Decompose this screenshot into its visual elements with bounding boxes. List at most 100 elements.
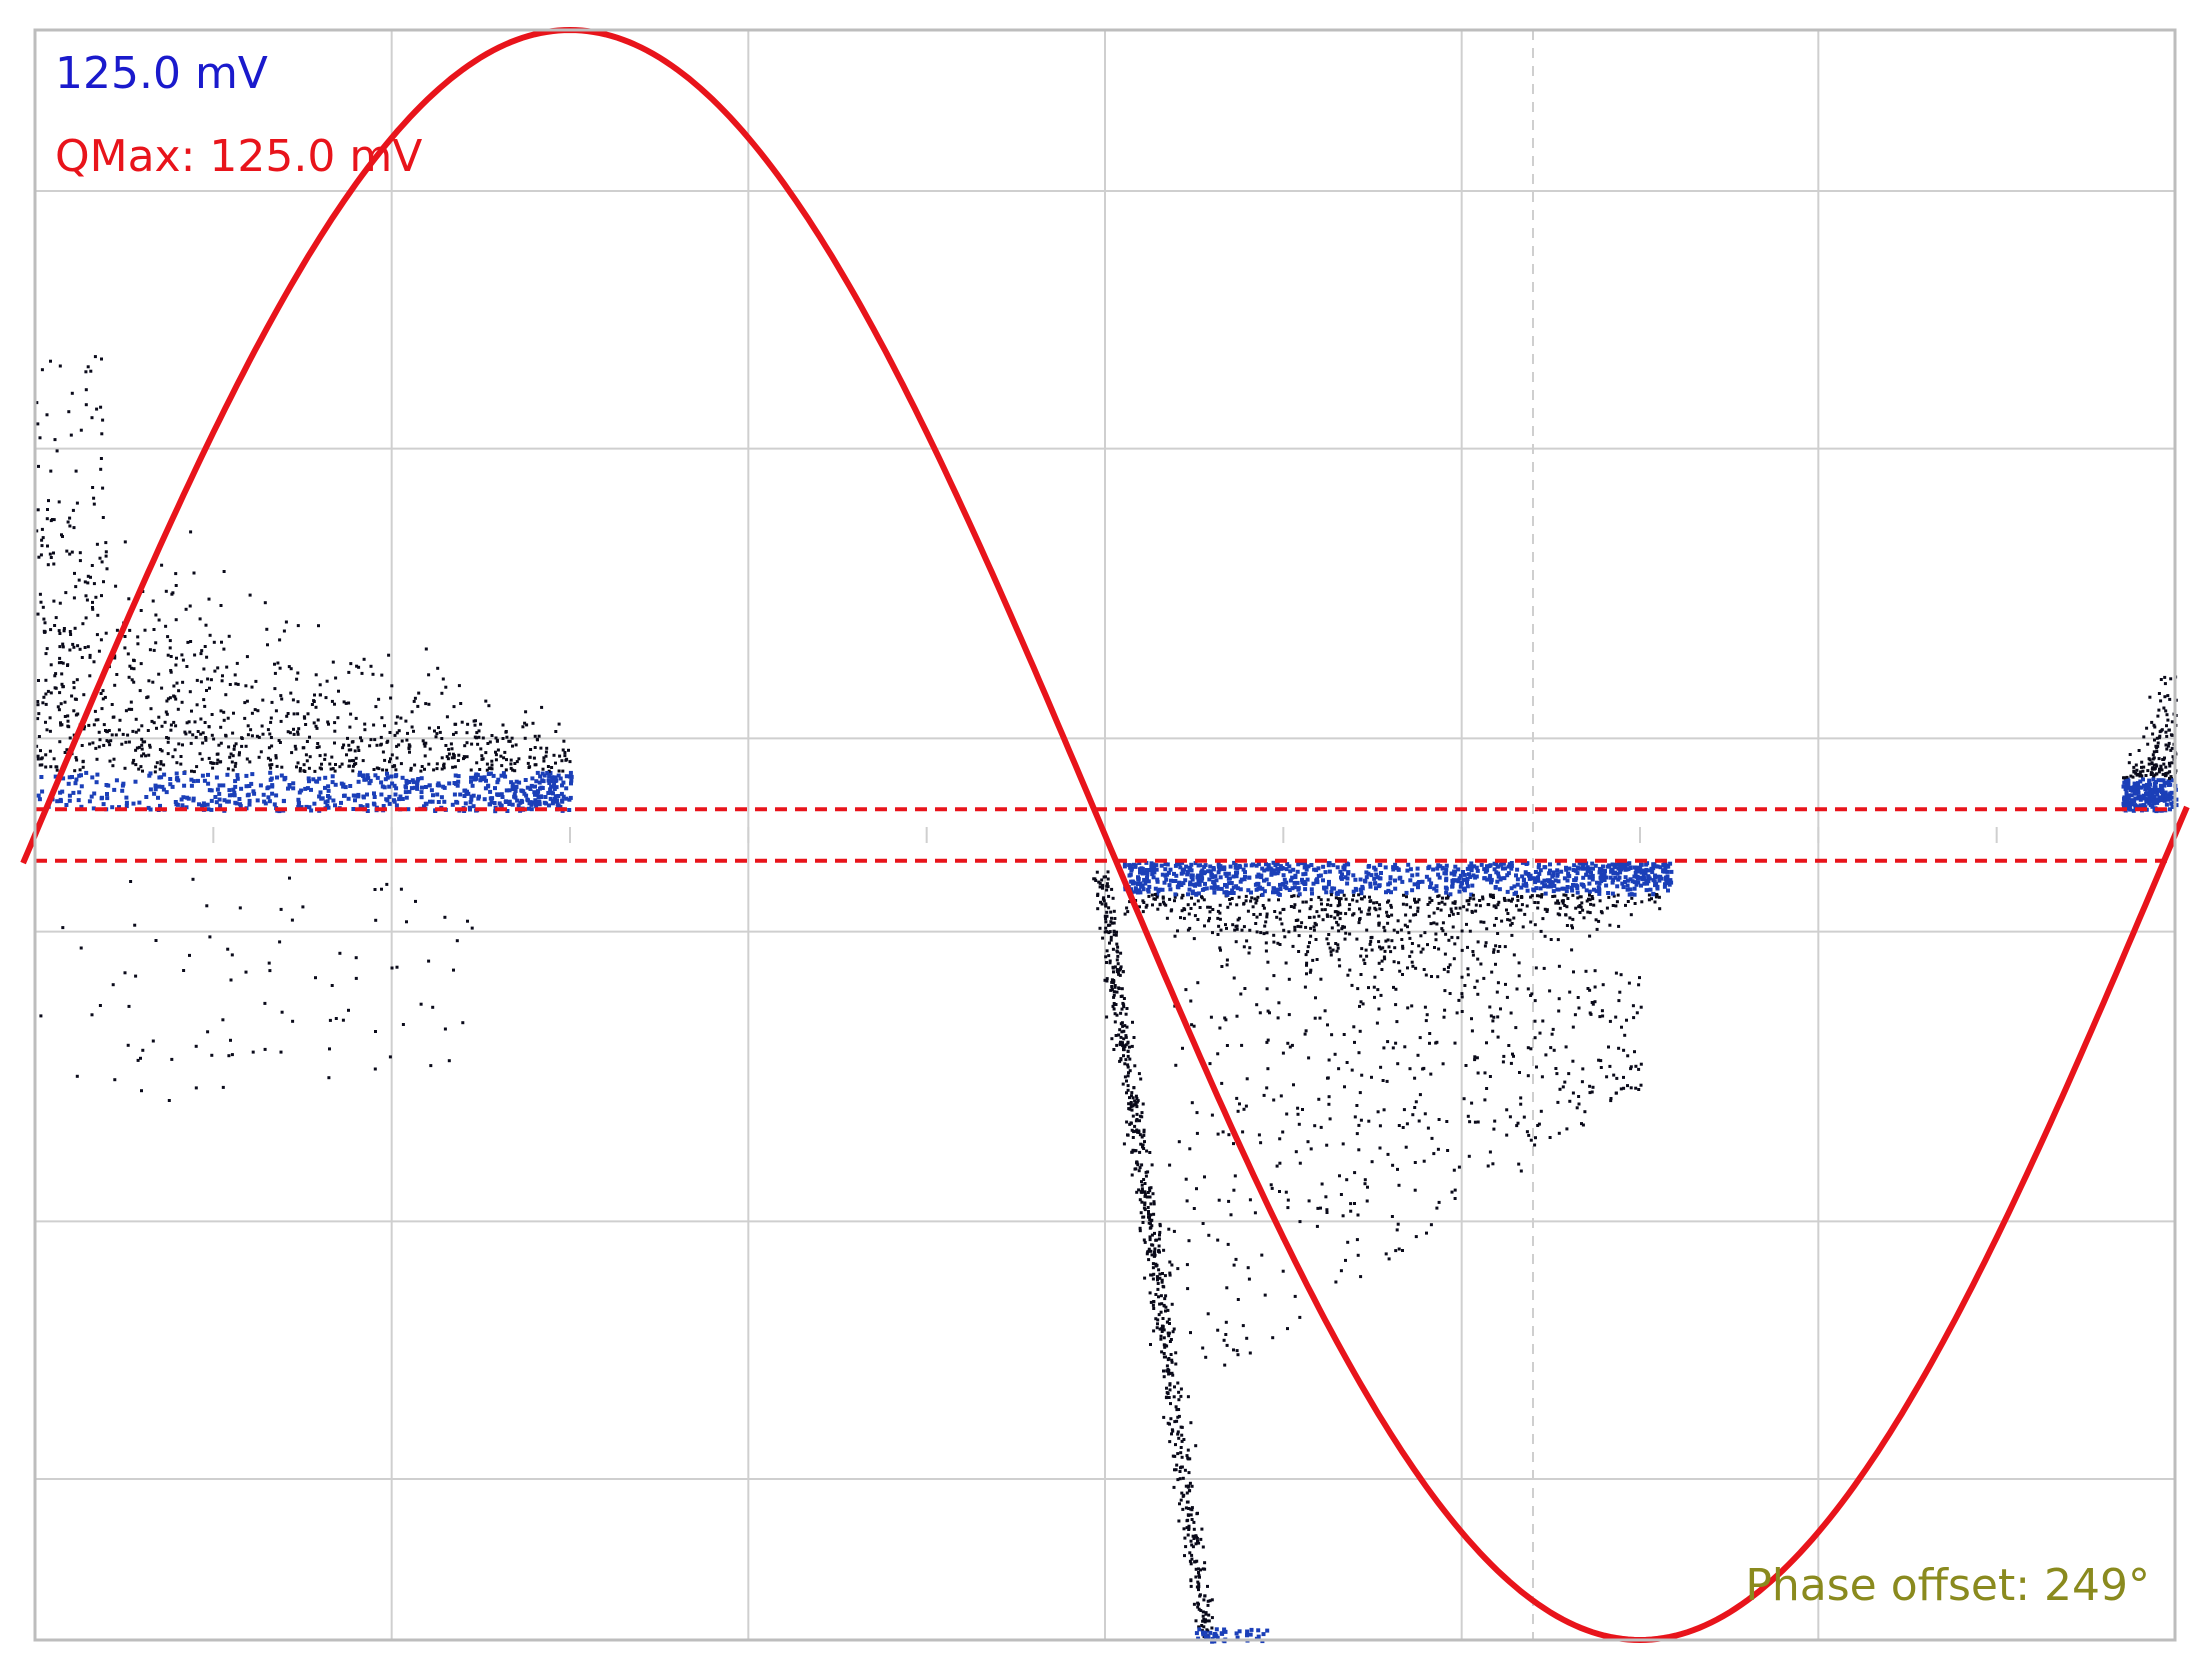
pd-point — [75, 501, 79, 505]
pd-point — [1219, 886, 1224, 891]
pd-point — [1309, 968, 1313, 972]
pd-point — [553, 777, 558, 782]
pd-point — [1167, 1357, 1171, 1360]
pd-point — [1339, 1269, 1343, 1273]
pd-point — [1259, 1141, 1263, 1145]
pd-point — [450, 747, 454, 751]
pd-point — [1358, 1029, 1362, 1033]
pd-point — [1428, 1032, 1432, 1035]
pd-point — [266, 795, 271, 800]
pd-point — [1143, 878, 1148, 883]
pd-point — [1444, 867, 1449, 872]
pd-point — [429, 1064, 433, 1068]
pd-point — [326, 720, 330, 724]
pd-point — [130, 678, 134, 682]
pd-point — [92, 582, 96, 586]
pd-point — [501, 723, 505, 727]
pd-point — [42, 695, 46, 699]
pd-point — [2157, 692, 2161, 695]
pd-point — [432, 768, 436, 772]
pd-point — [1166, 1392, 1170, 1395]
pd-point — [412, 785, 417, 790]
pd-point — [462, 794, 467, 798]
pd-point — [1436, 872, 1441, 877]
pd-point — [1343, 937, 1347, 941]
pd-point — [2166, 744, 2170, 748]
pd-point — [1320, 1182, 1324, 1186]
pd-point — [165, 736, 169, 739]
pd-point — [1186, 1448, 1190, 1452]
pd-point — [1206, 1584, 1209, 1588]
pd-point — [1351, 913, 1355, 917]
pd-point — [113, 654, 117, 658]
pd-point — [1247, 951, 1251, 955]
pd-point — [1325, 1208, 1329, 1212]
pd-point — [1444, 896, 1448, 900]
pd-point — [1492, 948, 1496, 952]
pd-point — [333, 782, 338, 787]
pd-point — [237, 753, 241, 757]
pd-point — [148, 787, 153, 792]
pd-point — [349, 662, 353, 666]
pd-point — [237, 797, 242, 801]
pd-point — [1188, 1481, 1192, 1485]
pd-point — [1169, 1402, 1172, 1406]
pd-point — [2171, 733, 2174, 737]
pd-point — [1570, 924, 1574, 928]
pd-point — [179, 755, 183, 758]
pd-point — [1466, 1114, 1470, 1118]
pd-point — [1551, 889, 1556, 894]
pd-point — [1368, 881, 1373, 886]
pd-point — [1244, 1104, 1248, 1108]
pd-point — [52, 562, 56, 566]
pd-point — [1101, 897, 1105, 901]
pd-point — [1627, 861, 1632, 866]
pd-point — [1345, 1178, 1349, 1182]
pd-point — [1152, 1202, 1156, 1206]
pd-point — [320, 762, 323, 766]
pd-point — [2157, 708, 2161, 712]
pd-point — [1303, 985, 1307, 989]
pd-point — [1296, 924, 1300, 928]
pd-point — [1601, 983, 1605, 987]
pd-point — [1281, 873, 1286, 878]
pd-point — [139, 1056, 142, 1060]
pd-point — [1126, 1049, 1130, 1053]
pd-point — [517, 780, 522, 785]
pd-point — [1138, 890, 1143, 895]
pd-point — [96, 718, 100, 722]
pd-point — [380, 784, 385, 789]
pd-point — [136, 635, 140, 639]
pd-point — [134, 717, 138, 721]
pd-point — [1121, 1082, 1125, 1086]
pd-point — [1614, 971, 1618, 975]
pd-point — [330, 699, 334, 703]
pd-point — [54, 616, 58, 620]
pd-point — [60, 672, 64, 676]
pd-point — [1372, 876, 1377, 881]
pd-point — [1465, 884, 1470, 889]
pd-point — [1646, 874, 1651, 879]
pd-point — [447, 747, 451, 751]
pd-point — [389, 757, 392, 761]
pd-point — [200, 757, 204, 761]
pd-point — [86, 574, 90, 578]
pd-point — [73, 769, 77, 773]
pd-point — [1475, 1056, 1479, 1060]
pd-point — [1545, 878, 1550, 883]
pd-point — [2155, 750, 2159, 753]
pd-point — [1341, 1214, 1345, 1218]
pd-point — [1182, 1438, 1186, 1441]
pd-point — [2150, 767, 2154, 771]
pd-point — [1551, 870, 1556, 875]
pd-point — [529, 802, 534, 807]
pd-point — [1110, 916, 1113, 920]
pd-point — [1502, 876, 1507, 881]
pd-point — [195, 703, 199, 707]
pd-point — [1149, 1226, 1153, 1230]
pd-point — [1206, 1603, 1210, 1607]
pd-point — [1351, 873, 1356, 878]
pd-point — [203, 721, 207, 724]
pd-point — [191, 798, 196, 803]
pd-point — [1284, 880, 1289, 885]
